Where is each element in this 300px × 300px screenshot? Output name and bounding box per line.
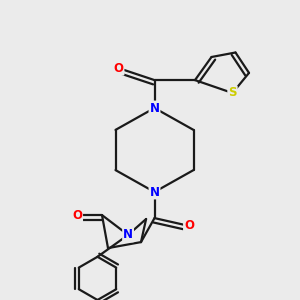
Text: N: N [149, 101, 160, 115]
Text: O: O [113, 61, 124, 75]
Text: N: N [123, 228, 133, 242]
Text: S: S [228, 86, 237, 100]
Text: O: O [184, 219, 194, 232]
Text: N: N [149, 185, 160, 199]
Text: O: O [72, 208, 82, 222]
